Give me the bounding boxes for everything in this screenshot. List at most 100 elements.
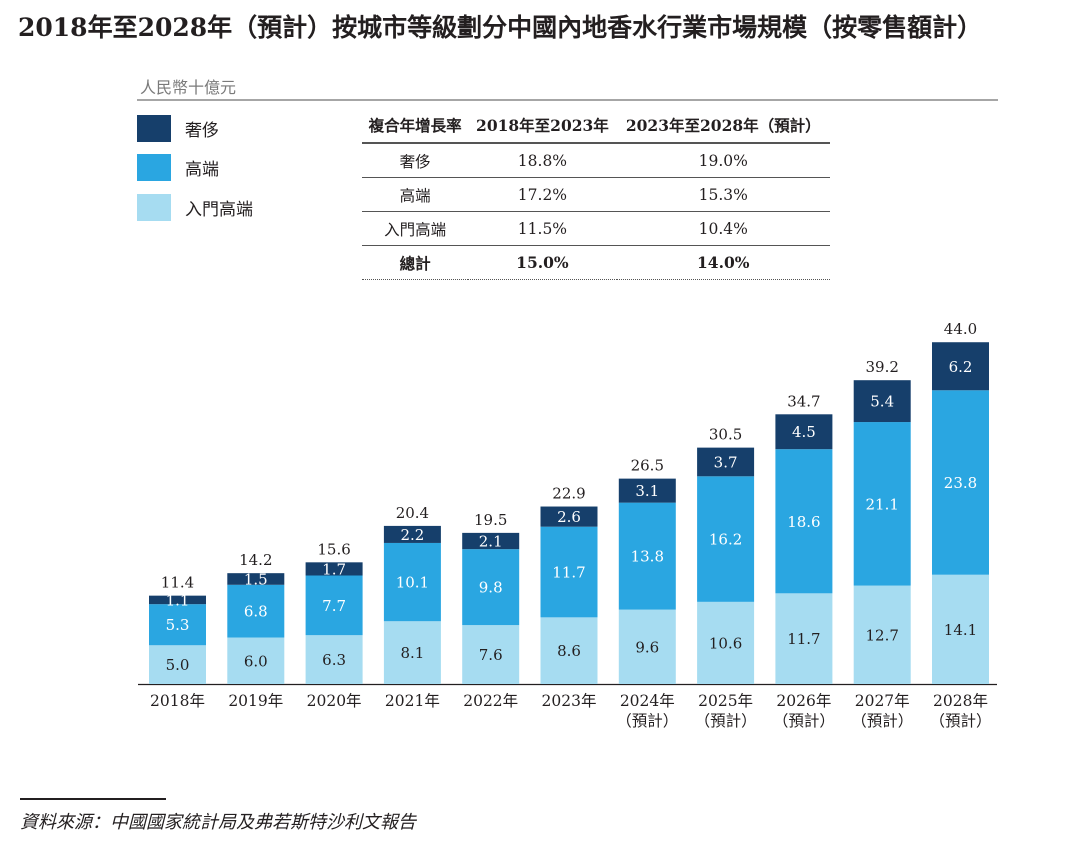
- cagr-header-2023-2028: 2023年至2028年（預計）: [616, 108, 830, 144]
- bar-segment-luxury: [540, 506, 598, 527]
- bar-segment-premium: [149, 604, 206, 646]
- data-label-premium: 10.1: [396, 574, 429, 592]
- data-label-entry-premium: 11.7: [787, 630, 820, 648]
- legend-label-entry-premium: 入門高端: [185, 199, 253, 220]
- cagr-header-label: 複合年增長率: [362, 108, 469, 144]
- bar-segment-premium: [305, 575, 363, 636]
- data-label-entry-premium: 8.6: [557, 642, 581, 660]
- data-label-premium: 18.6: [787, 513, 820, 531]
- legend-item-luxury: 奢侈: [137, 114, 219, 142]
- total-label: 20.4: [396, 504, 429, 522]
- table-row: 高端 17.2% 15.3%: [362, 177, 830, 212]
- cagr-table-header: 複合年增長率 2018年至2023年 2023年至2028年（預計）: [362, 108, 830, 144]
- cagr-cell: 10.4%: [616, 211, 830, 246]
- x-tick-label: 2023年: [542, 692, 597, 710]
- total-label: 19.5: [474, 511, 507, 529]
- bar-segment-entry-premium: [383, 621, 441, 684]
- data-label-luxury: 6.2: [949, 358, 973, 376]
- cagr-cell: 17.2%: [468, 177, 617, 212]
- cagr-cell: 19.0%: [616, 143, 830, 178]
- x-tick-label: （預計）: [616, 712, 678, 730]
- bar-segment-luxury: [853, 380, 911, 423]
- data-label-premium: 11.7: [552, 564, 585, 582]
- bar-segment-entry-premium: [149, 645, 206, 684]
- data-label-premium: 5.3: [166, 616, 190, 634]
- bar-segment-premium: [932, 390, 989, 575]
- x-tick-label: （預計）: [695, 712, 757, 730]
- bar-segment-entry-premium: [618, 609, 676, 684]
- x-tick-label: 2027年: [855, 692, 910, 710]
- bar-segment-entry-premium: [932, 574, 989, 684]
- bar-segment-premium: [540, 526, 598, 618]
- legend-swatch-luxury: [137, 114, 171, 142]
- bar-segment-entry-premium: [462, 625, 520, 684]
- unit-label: 人民幣十億元: [140, 78, 237, 97]
- table-row: 入門高端 11.5% 10.4%: [362, 211, 830, 246]
- bar-segment-luxury: [697, 447, 755, 477]
- total-label: 39.2: [865, 358, 898, 376]
- total-label: 30.5: [709, 426, 742, 444]
- unit-divider: [137, 99, 998, 101]
- cagr-header-2018-2023: 2018年至2023年: [468, 108, 617, 144]
- data-label-premium: 9.8: [479, 579, 503, 597]
- bar-segment-entry-premium: [227, 637, 285, 684]
- table-row-total: 總計 15.0% 14.0%: [362, 245, 830, 280]
- bar-segment-luxury: [462, 532, 520, 550]
- cagr-row-label: 高端: [362, 177, 469, 212]
- data-label-premium: 21.1: [865, 495, 898, 513]
- data-label-entry-premium: 10.6: [709, 634, 742, 652]
- bar-segment-luxury: [775, 414, 833, 450]
- bar-segment-luxury: [618, 478, 676, 503]
- bar-segment-luxury: [227, 573, 285, 585]
- data-label-luxury: 1.5: [244, 570, 268, 588]
- data-label-luxury: 1.1: [166, 591, 190, 609]
- data-label-entry-premium: 14.1: [944, 621, 977, 639]
- data-label-entry-premium: 6.0: [244, 652, 268, 670]
- data-label-luxury: 2.6: [557, 508, 581, 526]
- total-label: 22.9: [552, 485, 585, 503]
- data-label-premium: 7.7: [322, 597, 346, 615]
- bar-segment-luxury: [305, 562, 363, 576]
- total-label: 34.7: [787, 392, 820, 410]
- data-label-premium: 16.2: [709, 531, 742, 549]
- stacked-bar-chart: 5.0 5.3 1.111.4 2018年 6.0 6.8 1.514.2 2019年 6.3 7…: [138, 320, 997, 730]
- data-label-premium: 6.8: [244, 603, 268, 621]
- data-label-entry-premium: 7.6: [479, 646, 503, 664]
- x-tick-label: 2019年: [228, 692, 283, 710]
- data-label-luxury: 1.7: [322, 560, 346, 578]
- bar-segment-luxury: [149, 595, 206, 605]
- x-tick-label: 2028年: [933, 692, 988, 710]
- bar-segment-entry-premium: [697, 601, 755, 684]
- data-label-luxury: 3.7: [714, 453, 738, 471]
- bar-segment-premium: [853, 422, 911, 586]
- x-tick-label: 2026年: [776, 692, 831, 710]
- cagr-cell: 15.0%: [468, 245, 617, 280]
- source-note: 資料來源：中國國家統計局及弗若斯特沙利文報告: [20, 812, 416, 833]
- cagr-row-label: 總計: [362, 245, 469, 280]
- data-label-entry-premium: 12.7: [865, 626, 898, 644]
- bar-segment-luxury: [932, 342, 989, 391]
- x-tick-label: （預計）: [773, 712, 835, 730]
- total-label: 44.0: [944, 320, 977, 338]
- bar-segment-luxury: [383, 525, 441, 543]
- bar-segment-premium: [227, 584, 285, 638]
- legend-label-premium: 高端: [185, 159, 219, 180]
- page-title: 2018年至2028年（預計）按城市等級劃分中國內地香水行業市場規模（按零售額計…: [18, 13, 983, 42]
- data-label-entry-premium: 5.0: [166, 656, 190, 674]
- data-label-luxury: 4.5: [792, 423, 816, 441]
- data-label-entry-premium: 6.3: [322, 651, 346, 669]
- cagr-cell: 14.0%: [616, 245, 830, 280]
- bar-segment-entry-premium: [775, 593, 833, 684]
- total-label: 26.5: [631, 457, 664, 475]
- x-tick-label: 2022年: [463, 692, 518, 710]
- total-label: 11.4: [161, 574, 194, 592]
- cagr-row-label: 奢侈: [362, 143, 469, 178]
- bar-segment-premium: [618, 502, 676, 610]
- total-label: 15.6: [317, 540, 350, 558]
- x-tick-label: 2024年: [620, 692, 675, 710]
- bar-segment-entry-premium: [540, 617, 598, 684]
- x-tick-label: 2020年: [307, 692, 362, 710]
- bar-segment-entry-premium: [853, 585, 911, 684]
- data-label-luxury: 2.2: [400, 526, 424, 544]
- x-tick-label: （預計）: [851, 712, 913, 730]
